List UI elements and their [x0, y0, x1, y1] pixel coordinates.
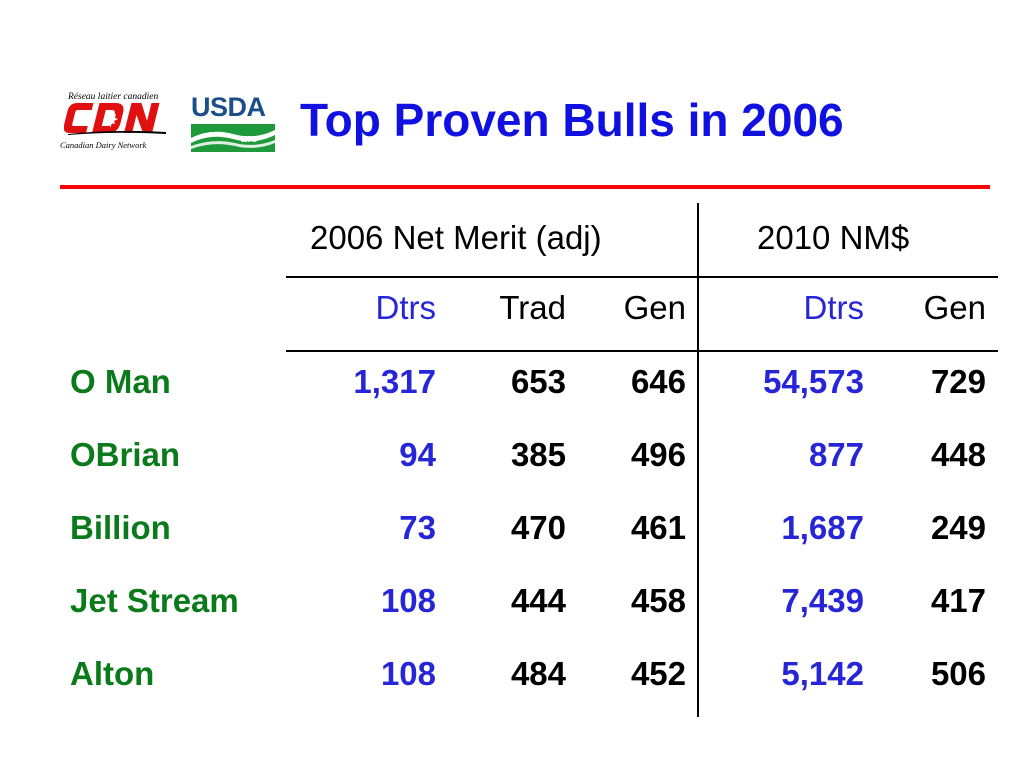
table-group-divider	[697, 203, 699, 717]
table-cell: 7,439	[781, 582, 864, 619]
table-cell: 54,573	[763, 363, 864, 400]
table-cell: 484	[510, 655, 566, 692]
usda-logo-band	[191, 124, 275, 152]
table-cell: 506	[930, 655, 986, 692]
table-cell: 1,687	[781, 509, 864, 546]
cdn-logo: Réseau laitier canadien Canadian Dairy N…	[58, 88, 170, 154]
table-cell: 417	[930, 582, 986, 619]
bull-name: Jet Stream	[70, 582, 239, 619]
table-cell: 1,317	[353, 363, 436, 400]
column-header-gen-2010: Gen	[923, 289, 986, 326]
bull-name: Alton	[70, 655, 155, 692]
column-header-dtrs-2010: Dtrs	[803, 289, 865, 326]
table-header-rule	[286, 276, 998, 278]
slide-title: Top Proven Bulls in 2006	[300, 94, 844, 146]
bull-name: O Man	[70, 363, 171, 400]
table-cell: 470	[510, 509, 566, 546]
table-cell: 73	[399, 509, 436, 546]
table-cell: 458	[630, 582, 686, 619]
table-cell: 452	[630, 655, 686, 692]
column-header-dtrs-2006: Dtrs	[375, 289, 437, 326]
table-cell: 729	[930, 363, 986, 400]
table-cell: 108	[380, 655, 436, 692]
usda-logo: USDA ars	[191, 94, 275, 154]
table-cell: 94	[399, 436, 436, 473]
table-cell: 444	[510, 582, 566, 619]
table-cell: 461	[630, 509, 686, 546]
table-cell: 496	[630, 436, 686, 473]
table-cell: 108	[380, 582, 436, 619]
cdn-logo-bottom-text: Canadian Dairy Network	[60, 140, 147, 150]
group-header-2006-net-merit: 2006 Net Merit (adj)	[310, 219, 602, 256]
column-header-gen-2006: Gen	[623, 289, 686, 326]
table-subheader-rule	[286, 350, 998, 352]
bull-name: OBrian	[70, 436, 181, 473]
table-cell: 448	[930, 436, 986, 473]
table-cell: 653	[510, 363, 566, 400]
usda-ars-text: ars	[241, 130, 258, 145]
table-cell: 5,142	[781, 655, 864, 692]
usda-logo-text: USDA	[191, 92, 266, 122]
bull-name: Billion	[70, 509, 171, 546]
table-cell: 877	[808, 436, 864, 473]
cdn-logo-top-text: Réseau laitier canadien	[68, 92, 159, 102]
title-divider	[60, 185, 990, 189]
table-cell: 646	[630, 363, 686, 400]
column-header-trad: Trad	[499, 289, 566, 326]
table-cell: 385	[510, 436, 566, 473]
table-cell: 249	[930, 509, 986, 546]
group-header-2010-nm: 2010 NM$	[757, 219, 910, 256]
cdn-logo-mark	[64, 103, 166, 135]
